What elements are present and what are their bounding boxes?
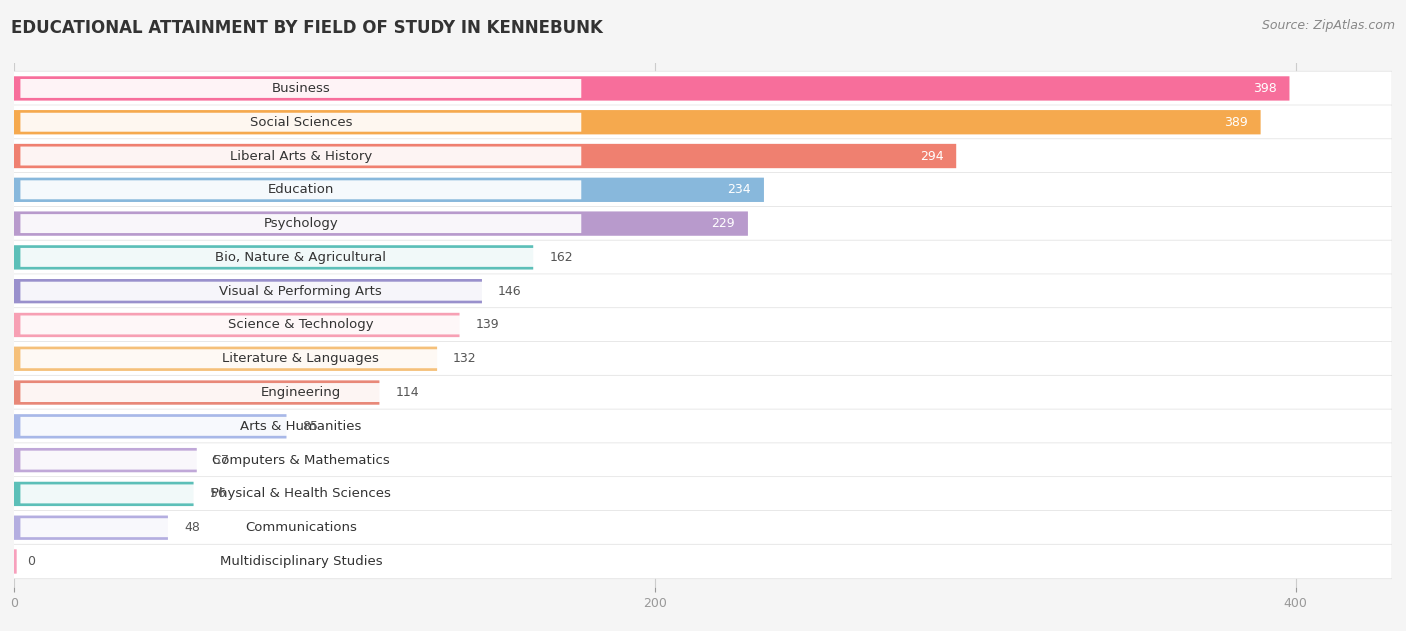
FancyBboxPatch shape xyxy=(14,110,1261,134)
FancyBboxPatch shape xyxy=(7,510,1392,545)
FancyBboxPatch shape xyxy=(21,281,581,300)
FancyBboxPatch shape xyxy=(7,105,1392,139)
Text: 294: 294 xyxy=(920,150,943,163)
Text: 57: 57 xyxy=(212,454,229,466)
FancyBboxPatch shape xyxy=(14,516,167,540)
FancyBboxPatch shape xyxy=(7,240,1392,274)
FancyBboxPatch shape xyxy=(7,476,1392,511)
Text: 132: 132 xyxy=(453,352,477,365)
FancyBboxPatch shape xyxy=(14,211,748,236)
Text: 234: 234 xyxy=(727,184,751,196)
Text: Multidisciplinary Studies: Multidisciplinary Studies xyxy=(219,555,382,568)
Text: 162: 162 xyxy=(550,251,572,264)
Text: 48: 48 xyxy=(184,521,200,534)
Text: 398: 398 xyxy=(1253,82,1277,95)
FancyBboxPatch shape xyxy=(21,383,581,402)
FancyBboxPatch shape xyxy=(7,443,1392,478)
Text: 0: 0 xyxy=(27,555,35,568)
FancyBboxPatch shape xyxy=(7,139,1392,174)
FancyBboxPatch shape xyxy=(14,76,1289,100)
FancyBboxPatch shape xyxy=(14,346,437,371)
Text: 139: 139 xyxy=(475,319,499,331)
Text: Visual & Performing Arts: Visual & Performing Arts xyxy=(219,285,382,298)
FancyBboxPatch shape xyxy=(21,248,581,267)
Text: Science & Technology: Science & Technology xyxy=(228,319,374,331)
Text: Arts & Humanities: Arts & Humanities xyxy=(240,420,361,433)
FancyBboxPatch shape xyxy=(7,545,1392,579)
FancyBboxPatch shape xyxy=(14,245,533,269)
Text: Social Sciences: Social Sciences xyxy=(250,115,352,129)
FancyBboxPatch shape xyxy=(21,417,581,436)
Text: Business: Business xyxy=(271,82,330,95)
Text: Physical & Health Sciences: Physical & Health Sciences xyxy=(211,487,391,500)
FancyBboxPatch shape xyxy=(21,316,581,334)
Text: 114: 114 xyxy=(395,386,419,399)
FancyBboxPatch shape xyxy=(14,414,287,439)
FancyBboxPatch shape xyxy=(14,279,482,304)
FancyBboxPatch shape xyxy=(21,146,581,165)
FancyBboxPatch shape xyxy=(7,375,1392,410)
Text: 389: 389 xyxy=(1225,115,1247,129)
FancyBboxPatch shape xyxy=(7,274,1392,309)
Text: EDUCATIONAL ATTAINMENT BY FIELD OF STUDY IN KENNEBUNK: EDUCATIONAL ATTAINMENT BY FIELD OF STUDY… xyxy=(11,19,603,37)
Text: Bio, Nature & Agricultural: Bio, Nature & Agricultural xyxy=(215,251,387,264)
FancyBboxPatch shape xyxy=(14,550,17,574)
FancyBboxPatch shape xyxy=(7,409,1392,444)
FancyBboxPatch shape xyxy=(14,313,460,337)
FancyBboxPatch shape xyxy=(21,180,581,199)
Text: 229: 229 xyxy=(711,217,735,230)
Text: Education: Education xyxy=(267,184,335,196)
Text: 56: 56 xyxy=(209,487,225,500)
FancyBboxPatch shape xyxy=(21,518,581,537)
FancyBboxPatch shape xyxy=(7,71,1392,105)
Text: Communications: Communications xyxy=(245,521,357,534)
Text: Literature & Languages: Literature & Languages xyxy=(222,352,380,365)
Text: Computers & Mathematics: Computers & Mathematics xyxy=(212,454,389,466)
FancyBboxPatch shape xyxy=(14,178,763,202)
FancyBboxPatch shape xyxy=(7,341,1392,376)
FancyBboxPatch shape xyxy=(7,172,1392,207)
FancyBboxPatch shape xyxy=(21,79,581,98)
FancyBboxPatch shape xyxy=(21,214,581,233)
FancyBboxPatch shape xyxy=(14,380,380,404)
FancyBboxPatch shape xyxy=(14,481,194,506)
FancyBboxPatch shape xyxy=(21,485,581,504)
Text: Psychology: Psychology xyxy=(263,217,339,230)
Text: Engineering: Engineering xyxy=(260,386,342,399)
FancyBboxPatch shape xyxy=(21,552,581,571)
FancyBboxPatch shape xyxy=(7,206,1392,241)
Text: 146: 146 xyxy=(498,285,522,298)
FancyBboxPatch shape xyxy=(21,451,581,469)
FancyBboxPatch shape xyxy=(21,350,581,369)
Text: Liberal Arts & History: Liberal Arts & History xyxy=(229,150,373,163)
FancyBboxPatch shape xyxy=(7,308,1392,342)
FancyBboxPatch shape xyxy=(14,448,197,472)
Text: 85: 85 xyxy=(302,420,318,433)
FancyBboxPatch shape xyxy=(14,144,956,168)
FancyBboxPatch shape xyxy=(21,113,581,132)
Text: Source: ZipAtlas.com: Source: ZipAtlas.com xyxy=(1261,19,1395,32)
